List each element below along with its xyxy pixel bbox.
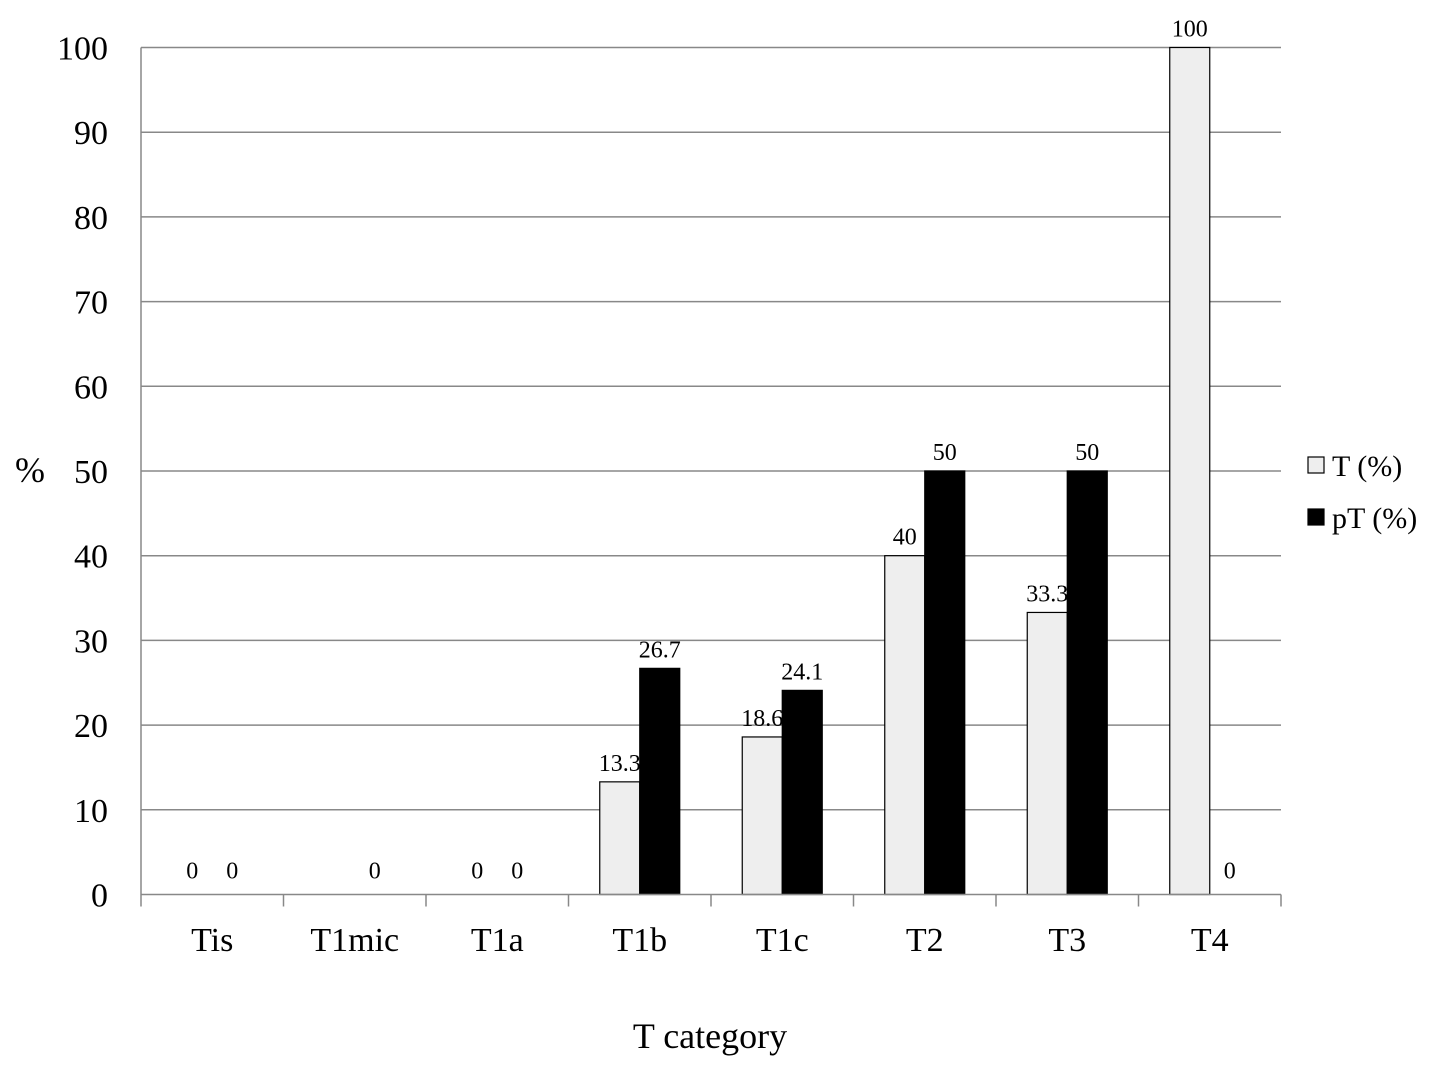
x-tick-label: T1b xyxy=(612,922,667,959)
data-label: 26.7 xyxy=(639,637,681,663)
x-tick-label: T1c xyxy=(756,922,809,959)
data-label: 50 xyxy=(1075,440,1099,466)
bar-t-t4 xyxy=(1169,46,1211,896)
bar-pt-t2 xyxy=(924,470,966,896)
data-label: 18.6 xyxy=(741,706,783,732)
bar-t-t2 xyxy=(884,555,926,896)
data-label: 33.3 xyxy=(1026,581,1068,607)
data-label: 50 xyxy=(933,440,957,466)
y-tick-label: 20 xyxy=(74,708,108,745)
y-axis-title: % xyxy=(15,450,45,490)
data-label: 0 xyxy=(186,859,198,885)
data-label: 0 xyxy=(471,859,483,885)
legend: T (%) pT (%) xyxy=(1307,450,1417,535)
y-tick-label: 10 xyxy=(74,793,108,830)
data-label: 40 xyxy=(893,525,917,551)
bar-pt-t1b xyxy=(639,667,681,896)
x-tick-label: T4 xyxy=(1191,922,1229,959)
data-label: 0 xyxy=(1224,859,1236,885)
legend-label: T (%) xyxy=(1332,450,1402,483)
bars xyxy=(599,46,1211,896)
x-tick-label: Tis xyxy=(191,922,233,959)
y-tick-label: 50 xyxy=(74,454,108,491)
bar-pt-t3 xyxy=(1066,470,1108,896)
x-tick-label: T1mic xyxy=(310,922,399,959)
x-tick-label: T3 xyxy=(1048,922,1086,959)
data-label: 0 xyxy=(369,859,381,885)
legend-swatch xyxy=(1307,508,1325,526)
bar-pt-t1c xyxy=(781,689,823,896)
axes: 0 10 20 30 40 50 60 70 80 90 100 Tis T1mic T1a T1b T1c T… xyxy=(57,31,1282,959)
gridlines xyxy=(141,46,1281,811)
bar-t-t1c xyxy=(741,736,783,896)
legend-label: pT (%) xyxy=(1332,502,1417,535)
data-label: 0 xyxy=(226,859,238,885)
y-tick-label: 90 xyxy=(74,115,108,152)
y-tick-label: 0 xyxy=(91,878,108,915)
y-tick-label: 80 xyxy=(74,200,108,237)
x-tick-label: T1a xyxy=(471,922,524,959)
x-tick-label: T2 xyxy=(906,922,944,959)
data-label: 0 xyxy=(511,859,523,885)
data-label: 24.1 xyxy=(781,659,823,685)
y-tick-label: 70 xyxy=(74,285,108,322)
bar-t-t3 xyxy=(1026,611,1068,896)
legend-swatch xyxy=(1307,456,1325,474)
y-tick-label: 30 xyxy=(74,623,108,660)
data-label: 100 xyxy=(1172,17,1208,43)
bar-t-t1b xyxy=(599,781,641,896)
y-tick-label: 100 xyxy=(57,31,108,68)
x-axis-title: T category xyxy=(633,1016,787,1056)
data-label: 13.3 xyxy=(599,751,641,777)
data-labels: 0 0 0 0 0 13.3 26.7 18.6 24.1 40 50 33.3 50 100 0 xyxy=(186,17,1236,885)
y-tick-label: 60 xyxy=(74,369,108,406)
y-tick-label: 40 xyxy=(74,539,108,576)
